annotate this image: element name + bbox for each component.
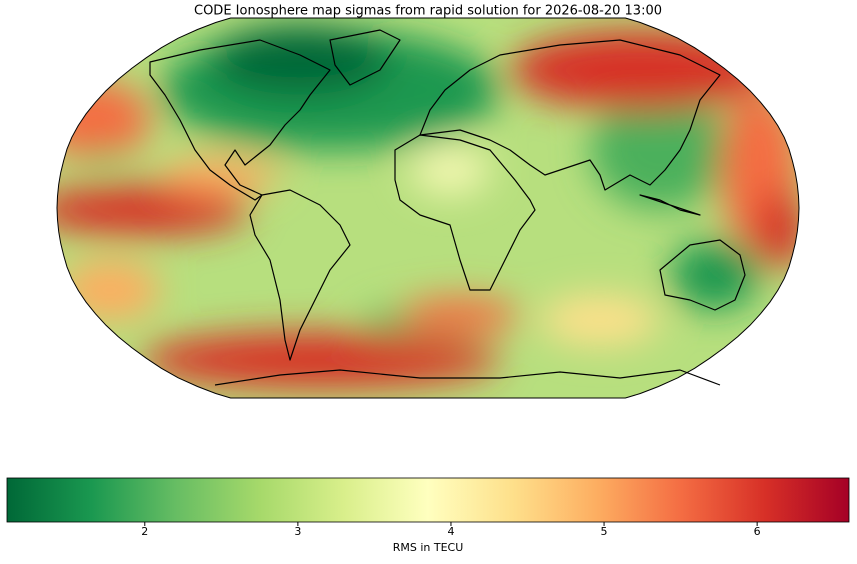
colorbar-tick-label: 4 [447, 525, 454, 538]
colorbar-tick-label: 2 [141, 525, 148, 538]
map-frame [56, 17, 800, 399]
colorbar-label: RMS in TECU [393, 541, 464, 554]
sigma-field [57, 18, 799, 398]
colorbar-tick-label: 6 [754, 525, 761, 538]
colorbar [6, 477, 850, 523]
title: CODE Ionosphere map sigmas from rapid so… [194, 4, 662, 19]
colorbar-tick-label: 5 [601, 525, 608, 538]
colorbar-tick-label: 3 [294, 525, 301, 538]
coastlines [149, 29, 746, 386]
